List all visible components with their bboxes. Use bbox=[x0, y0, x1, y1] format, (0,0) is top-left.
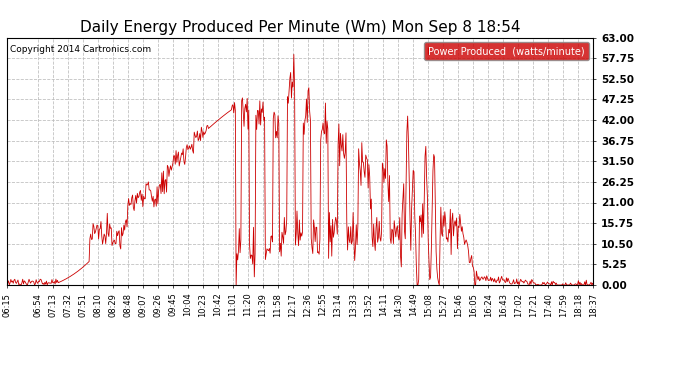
Legend: Power Produced  (watts/minute): Power Produced (watts/minute) bbox=[424, 42, 589, 60]
Title: Daily Energy Produced Per Minute (Wm) Mon Sep 8 18:54: Daily Energy Produced Per Minute (Wm) Mo… bbox=[80, 20, 520, 35]
Text: Copyright 2014 Cartronics.com: Copyright 2014 Cartronics.com bbox=[10, 45, 151, 54]
